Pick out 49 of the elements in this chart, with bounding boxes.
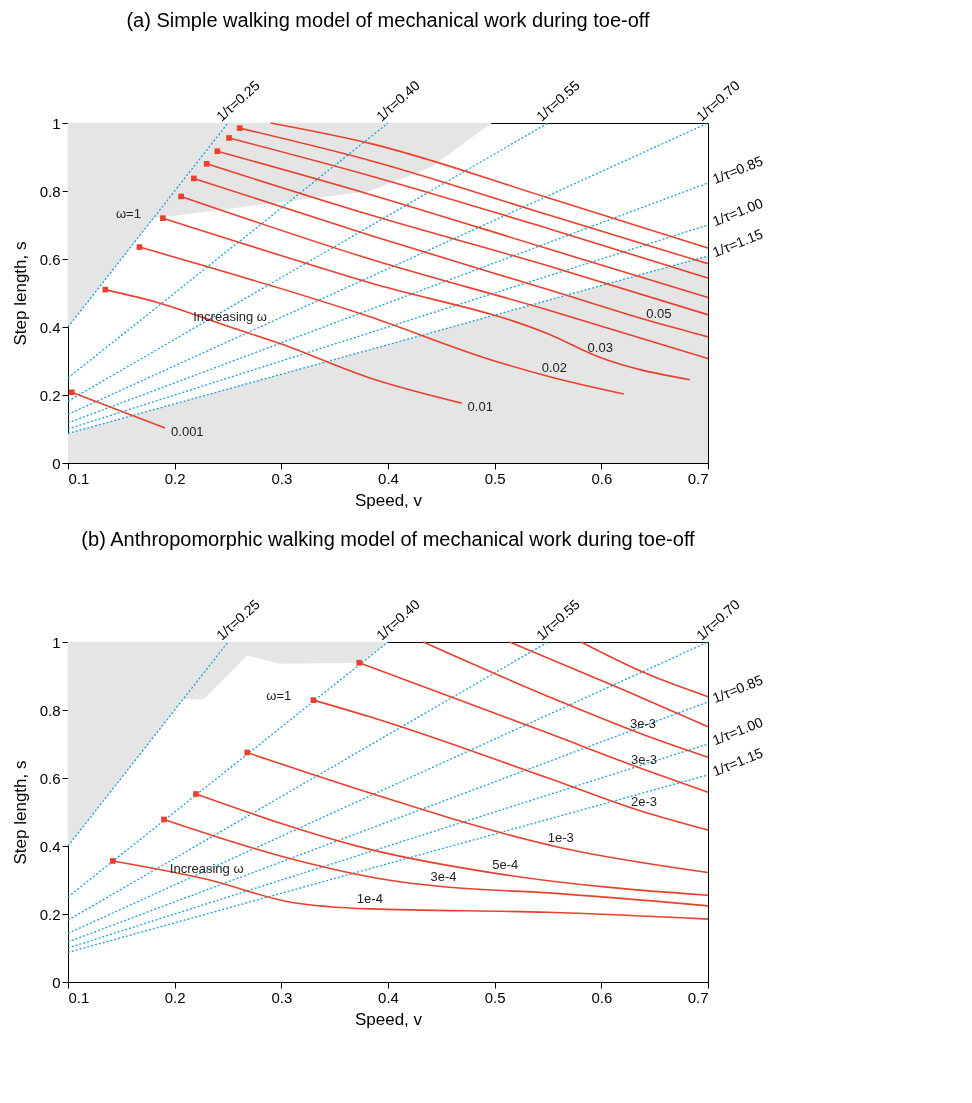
- chart-title: (b) Anthropomorphic walking model of mechanical work during toe-off: [81, 527, 696, 550]
- annotation: ω=1: [115, 206, 141, 222]
- annotation: 0.001: [171, 423, 204, 439]
- annotation: 0.01: [467, 399, 493, 415]
- annotation: 0.02: [541, 360, 568, 375]
- x-tick-label: 0.2: [164, 469, 186, 487]
- chart-title: (a) Simple walking model of mechanical work during toe-off: [126, 8, 651, 31]
- annotation: 1e-4: [356, 890, 383, 906]
- x-tick-label: 0.6: [591, 469, 613, 487]
- x-tick-label: 0.7: [687, 988, 709, 1006]
- y-axis-title: Step length, s: [10, 760, 30, 865]
- annotation: 3e-3: [629, 716, 656, 732]
- x-tick-label: 0.5: [484, 988, 506, 1006]
- annotation: Increasing ω: [193, 309, 268, 324]
- annotation: Increasing ω: [169, 861, 244, 877]
- y-axis-title: Step length, s: [10, 241, 30, 346]
- annotation: 1e-3: [547, 829, 574, 845]
- x-tick-label: 0.1: [68, 469, 90, 487]
- x-tick-label: 0.3: [271, 469, 293, 487]
- x-tick-label: 0.4: [378, 988, 399, 1006]
- y-tick-label: 0.8: [39, 701, 61, 719]
- x-tick-label: 0.6: [591, 988, 613, 1006]
- y-tick-label: 0.8: [39, 182, 61, 200]
- y-tick-label: 0.4: [39, 318, 61, 336]
- y-tick-label: 1: [52, 114, 61, 132]
- y-tick-label: 0.6: [39, 250, 61, 268]
- annotation: 0.05: [646, 305, 672, 321]
- annotation: 2e-3: [630, 794, 658, 809]
- x-tick-label: 0.4: [378, 469, 399, 487]
- annotation: 0.03: [587, 339, 613, 355]
- y-tick-label: 0.2: [39, 905, 61, 923]
- x-tick-label: 0.3: [271, 988, 293, 1006]
- x-tick-label: 0.5: [484, 469, 506, 487]
- annotation: 3e-4: [430, 868, 457, 884]
- x-tick-label: 0.1: [68, 988, 90, 1006]
- x-tick-label: 0.2: [164, 988, 186, 1006]
- x-tick-label: 0.7: [687, 469, 709, 487]
- y-tick-label: 0: [52, 973, 61, 991]
- line-series: [269, 122, 709, 249]
- annotation: ω=1: [266, 688, 292, 704]
- x-axis-title: Speed, v: [354, 490, 423, 510]
- y-tick-label: 1: [52, 633, 61, 651]
- y-tick-label: 0.4: [39, 837, 61, 855]
- annotation: 3e-3: [630, 751, 658, 767]
- y-tick-label: 0.2: [39, 386, 61, 404]
- y-tick-label: 0: [52, 454, 61, 472]
- x-axis-title: Speed, v: [354, 1009, 423, 1029]
- annotation: 5e-4: [492, 856, 519, 872]
- y-tick-label: 0.6: [39, 769, 61, 787]
